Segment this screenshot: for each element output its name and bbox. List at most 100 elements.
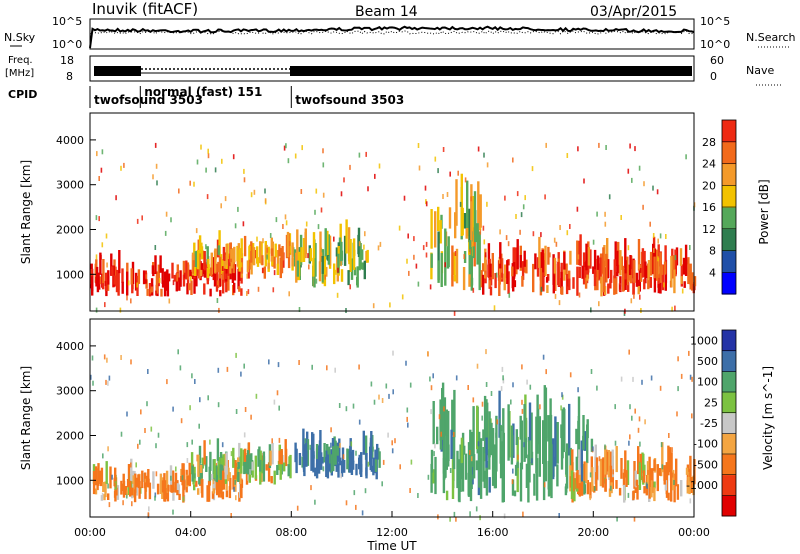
heatmap-cell — [437, 260, 440, 283]
heatmap-cell — [267, 262, 270, 269]
heatmap-cell — [531, 166, 534, 172]
heatmap-cell — [479, 438, 483, 499]
heatmap-cell — [207, 264, 210, 274]
heatmap-cell — [111, 474, 113, 480]
heatmap-cell — [513, 280, 517, 288]
heatmap-cell — [582, 415, 585, 450]
heatmap-cell — [508, 292, 511, 298]
heatmap-cell — [349, 464, 352, 472]
noise-left-label: N.Sky — [4, 31, 36, 44]
heatmap-cell — [596, 258, 599, 291]
heatmap-cell — [320, 452, 323, 470]
heatmap-cell — [609, 279, 612, 289]
heatmap-cell — [670, 470, 673, 502]
heatmap-cell — [536, 257, 540, 277]
heatmap-cell — [464, 453, 468, 480]
heatmap-cell — [545, 276, 549, 283]
heatmap-cell — [247, 450, 250, 475]
heatmap-cell — [653, 256, 656, 279]
heatmap-cell — [205, 456, 208, 472]
heatmap-cell — [188, 283, 191, 291]
heatmap-cell — [490, 391, 493, 396]
heatmap-cell — [691, 413, 693, 419]
heatmap-cell — [664, 245, 667, 274]
velocity-panel: 1000 2000 3000 4000 Slant Range [km] 1000 50… — [19, 318, 775, 553]
heatmap-cell — [680, 276, 683, 284]
colorbar-segment — [722, 228, 736, 252]
heatmap-cell — [359, 457, 362, 475]
heatmap-cell — [593, 486, 596, 492]
heatmap-cell — [248, 259, 252, 270]
heatmap-cell — [113, 275, 116, 285]
heatmap-cell — [659, 252, 662, 283]
heatmap-cell — [558, 300, 561, 306]
heatmap-cell — [278, 437, 281, 443]
heatmap-cell — [179, 365, 182, 371]
heatmap-cell — [122, 480, 126, 498]
heatmap-cell — [647, 469, 649, 475]
x-tick-label: 00:00 — [74, 526, 106, 539]
heatmap-cell — [146, 288, 149, 296]
heatmap-cell — [575, 456, 578, 471]
heatmap-cell — [454, 251, 457, 256]
heatmap-cell — [499, 457, 503, 479]
heatmap-cell — [314, 209, 316, 215]
heatmap-cell — [234, 479, 237, 492]
heatmap-cell — [127, 464, 131, 482]
heatmap-cell — [406, 416, 408, 422]
heatmap-cell — [285, 220, 288, 226]
heatmap-cell — [685, 154, 687, 160]
heatmap-cell — [178, 277, 181, 291]
heatmap-cell — [382, 459, 385, 465]
heatmap-cell — [256, 257, 260, 267]
heatmap-cell — [547, 415, 550, 442]
heatmap-cell — [381, 481, 383, 487]
heatmap-cell — [387, 432, 389, 438]
heatmap-cell — [495, 272, 498, 278]
heatmap-cell — [333, 263, 336, 285]
heatmap-cell — [217, 402, 220, 408]
heatmap-cell — [577, 240, 581, 266]
heatmap-cell — [472, 454, 476, 479]
heatmap-cell — [302, 428, 305, 457]
heatmap-cell — [282, 224, 284, 229]
heatmap-cell — [485, 382, 488, 387]
power-colorbar: 4 8 12 16 20 24 28 — [702, 119, 737, 295]
heatmap-cell — [510, 399, 512, 405]
heatmap-cell — [109, 466, 112, 489]
heatmap-cell — [320, 207, 323, 213]
heatmap-cell — [624, 238, 627, 269]
heatmap-cell — [468, 247, 471, 287]
heatmap-cell — [217, 245, 220, 256]
heatmap-cell — [99, 474, 103, 487]
heatmap-cell — [436, 426, 439, 445]
heatmap-cell — [689, 245, 691, 250]
y-tick-label: 1000 — [56, 474, 84, 487]
heatmap-cell — [649, 277, 652, 288]
heatmap-cell — [321, 456, 324, 464]
heatmap-cell — [440, 253, 443, 287]
heatmap-cell — [596, 385, 598, 391]
heatmap-cell — [620, 458, 623, 479]
y-tick-label: 2000 — [56, 430, 84, 443]
heatmap-cell — [633, 260, 636, 283]
heatmap-cell — [444, 228, 447, 286]
heatmap-cell — [201, 263, 204, 277]
heatmap-cell — [583, 461, 586, 481]
station-title: Inuvik (fitACF) — [92, 0, 198, 18]
heatmap-cell — [298, 307, 301, 312]
heatmap-cell — [398, 225, 401, 231]
heatmap-cell — [98, 216, 100, 222]
heatmap-cell — [248, 474, 251, 483]
heatmap-cell — [189, 180, 191, 186]
heatmap-cell — [319, 430, 322, 457]
heatmap-cell — [347, 227, 351, 262]
heatmap-cell — [236, 245, 239, 262]
heatmap-cell — [488, 268, 491, 289]
heatmap-cell — [545, 142, 547, 148]
heatmap-cell — [434, 456, 437, 495]
heatmap-cell — [186, 475, 189, 486]
heatmap-cell — [425, 201, 428, 207]
heatmap-cell — [439, 220, 442, 244]
heatmap-cell — [259, 464, 262, 485]
